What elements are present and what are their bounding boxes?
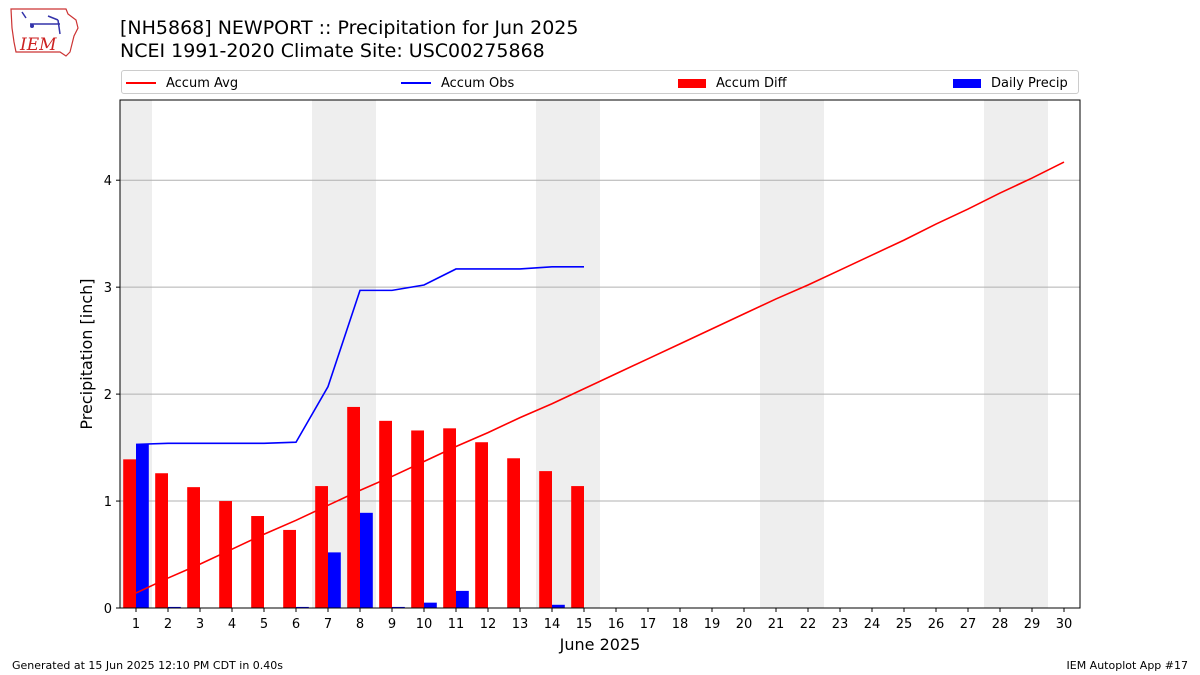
- bar-accum-diff: [475, 442, 488, 608]
- bar-daily-precip: [392, 606, 405, 608]
- state-outline: [10, 8, 79, 57]
- x-tick-label: 20: [736, 617, 753, 632]
- bar-daily-precip: [456, 590, 469, 608]
- legend-label: Accum Avg: [166, 75, 239, 91]
- legend-item-accum-diff: Accum Diff: [678, 74, 787, 92]
- bar-accum-diff: [507, 458, 520, 608]
- y-tick-label: 1: [104, 495, 112, 510]
- x-tick-label: 11: [448, 617, 465, 632]
- x-tick-label: 15: [576, 617, 593, 632]
- x-tick-label: 1: [132, 617, 140, 632]
- bar-accum-diff: [443, 428, 456, 608]
- x-axis-label: June 2025: [559, 635, 641, 654]
- bar-accum-diff: [123, 459, 136, 608]
- legend-label: Accum Diff: [716, 75, 787, 91]
- x-tick-label: 12: [480, 617, 497, 632]
- x-tick-label: 14: [544, 617, 561, 632]
- line-accum-avg: [135, 161, 1065, 594]
- bar-accum-diff: [379, 420, 392, 608]
- x-tick-label: 25: [896, 617, 913, 632]
- x-tick-label: 24: [864, 617, 881, 632]
- bar-daily-precip: [360, 512, 373, 608]
- x-tick-label: 18: [672, 617, 689, 632]
- x-tick-label: 19: [704, 617, 721, 632]
- lines-group: [135, 161, 1065, 594]
- bar-daily-precip: [328, 552, 341, 608]
- bar-accum-diff: [283, 529, 296, 608]
- bar-accum-diff: [219, 501, 232, 608]
- bar-accum-diff: [571, 486, 584, 608]
- logo-text: IEM: [19, 35, 57, 55]
- bar-accum-diff: [155, 473, 168, 608]
- line-accum-obs: [135, 266, 584, 446]
- footer-generated: Generated at 15 Jun 2025 12:10 PM CDT in…: [12, 659, 284, 672]
- x-tick-label: 2: [164, 617, 172, 632]
- chart-legend: Accum Avg Accum Obs Accum Diff Daily Pre…: [121, 70, 1079, 94]
- bar-daily-precip: [424, 602, 437, 608]
- bar-accum-diff: [347, 406, 360, 608]
- x-tick-label: 17: [640, 617, 657, 632]
- x-tick-label: 27: [960, 617, 977, 632]
- y-tick-label: 4: [104, 174, 112, 189]
- legend-item-accum-avg: Accum Avg: [126, 74, 238, 92]
- bar-daily-precip: [296, 606, 309, 608]
- x-tick-label: 8: [356, 617, 364, 632]
- x-tick-label: 6: [292, 617, 300, 632]
- chart-title: [NH5868] NEWPORT :: Precipitation for Ju…: [120, 17, 579, 39]
- x-tick-label: 9: [388, 617, 396, 632]
- x-tick-label: 5: [260, 617, 268, 632]
- x-tick-label: 26: [928, 617, 945, 632]
- x-tick-label: 4: [228, 617, 236, 632]
- x-tick-label: 16: [608, 617, 625, 632]
- y-tick-label: 3: [104, 281, 112, 296]
- legend-item-daily-precip: Daily Precip: [953, 74, 1068, 92]
- footer-app: IEM Autoplot App #17: [1066, 659, 1189, 672]
- bar-daily-precip: [168, 606, 181, 608]
- x-tick-label: 13: [512, 617, 529, 632]
- y-axis-label: Precipitation [inch]: [77, 278, 96, 429]
- bar-accum-diff: [187, 487, 200, 608]
- y-tick-label: 0: [104, 602, 112, 617]
- y-axis: 0 1 2 3 4: [104, 174, 120, 617]
- x-tick-label: 22: [800, 617, 817, 632]
- weekend-band: [760, 100, 824, 608]
- x-tick-label: 28: [992, 617, 1009, 632]
- legend-swatch-accum-avg: [126, 82, 156, 84]
- x-tick-label: 10: [416, 617, 433, 632]
- weekend-shading-group: [120, 100, 1048, 608]
- x-tick-label: 29: [1024, 617, 1041, 632]
- x-tick-label: 7: [324, 617, 332, 632]
- x-tick-label: 30: [1056, 617, 1073, 632]
- legend-swatch-accum-diff: [678, 78, 706, 88]
- x-axis: 1 2 3 4 5 6 7 8 9 10 11 12 13 14 15 16 17 18 19 20 21 22 23 24 2…: [132, 608, 1072, 632]
- bar-accum-diff: [539, 471, 552, 608]
- bar-daily-precip: [552, 604, 565, 608]
- bar-daily-precip: [136, 444, 149, 608]
- legend-item-accum-obs: Accum Obs: [401, 74, 514, 92]
- bars-group: [123, 406, 584, 608]
- iem-logo: IEM: [10, 8, 79, 57]
- y-tick-label: 2: [104, 388, 112, 403]
- station-dot-icon: [30, 24, 34, 28]
- chart-subtitle: NCEI 1991-2020 Climate Site: USC00275868: [120, 40, 545, 62]
- bar-accum-diff: [251, 516, 264, 608]
- bar-accum-diff: [315, 486, 328, 608]
- x-tick-label: 23: [832, 617, 849, 632]
- weekend-band: [984, 100, 1048, 608]
- bar-accum-diff: [411, 430, 424, 608]
- x-tick-label: 3: [196, 617, 204, 632]
- legend-label: Daily Precip: [991, 75, 1068, 91]
- legend-label: Accum Obs: [441, 75, 515, 91]
- legend-swatch-accum-obs: [401, 82, 431, 84]
- plot-frame: [119, 99, 1081, 609]
- weather-symbols-icon: [21, 11, 61, 35]
- legend-swatch-daily-precip: [953, 78, 981, 88]
- x-tick-label: 21: [768, 617, 785, 632]
